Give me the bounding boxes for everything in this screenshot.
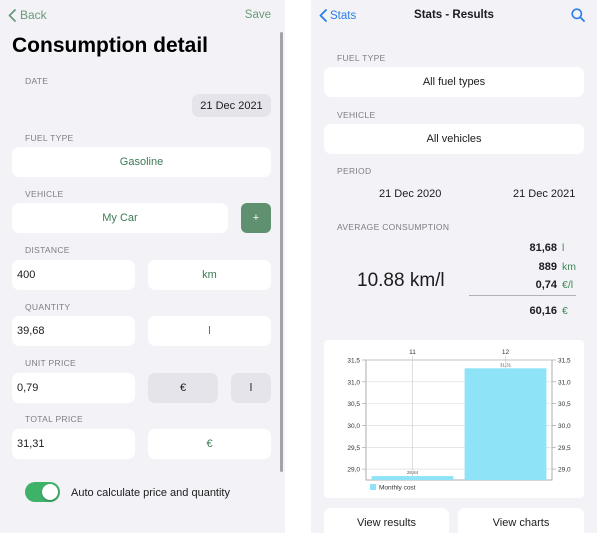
search-icon: [571, 8, 585, 22]
nav-bar: Stats - Results Stats: [311, 0, 597, 32]
y-tick-label-right: 29,0: [558, 467, 571, 474]
fuel-type-filter[interactable]: All fuel types: [324, 67, 584, 97]
unit-price-label: UNIT PRICE: [25, 358, 77, 368]
unit-price-input[interactable]: 0,79: [12, 373, 135, 403]
vehicle-label: VEHICLE: [25, 189, 64, 199]
view-results-button[interactable]: View results: [324, 508, 449, 533]
bar-value-label: 28,84: [407, 470, 419, 475]
back-button[interactable]: Back: [8, 8, 47, 22]
chart-panel: 29,0 29,0 29,5 29,5 30,0 30,0 30,5 30,5 31,0 31,0…: [324, 340, 584, 498]
vehicle-filter[interactable]: All vehicles: [324, 124, 584, 154]
summary-divider: [469, 295, 576, 296]
legend-swatch: [370, 484, 376, 490]
auto-calculate-label: Auto calculate price and quantity: [71, 487, 230, 499]
total-distance-unit: km: [562, 261, 576, 273]
quantity-label: QUANTITY: [25, 302, 71, 312]
x-tick-label: 12: [502, 349, 510, 356]
save-button[interactable]: Save: [244, 9, 271, 21]
stats-back-button[interactable]: Stats: [319, 9, 356, 22]
y-tick-label-right: 30,0: [558, 423, 571, 430]
total-distance-value: 889: [538, 261, 557, 273]
stats-results-screen: Stats - Results Stats FUEL TYPE All fuel…: [311, 0, 597, 533]
quantity-unit-selector[interactable]: l: [148, 316, 271, 346]
distance-label: DISTANCE: [25, 245, 70, 255]
quantity-input[interactable]: 39,68: [12, 316, 135, 346]
bar-11: [371, 476, 454, 480]
fuel-type-field[interactable]: Gasoline: [12, 147, 271, 177]
page-title: Consumption detail: [12, 34, 208, 57]
average-price-value: 0,74: [535, 279, 557, 291]
y-tick-label-right: 29,5: [558, 445, 571, 452]
legend-label: Monthly cost: [379, 485, 416, 492]
bar-value-label: 31,31: [500, 362, 512, 367]
y-tick-label-right: 31,0: [558, 379, 571, 386]
average-price-unit: €/l: [562, 279, 574, 291]
scrollbar[interactable]: [280, 32, 283, 472]
chevron-left-icon: [8, 8, 16, 22]
total-price-currency[interactable]: €: [148, 429, 271, 459]
auto-calculate-toggle[interactable]: [25, 482, 60, 502]
date-picker[interactable]: 21 Dec 2021: [192, 94, 271, 117]
distance-input[interactable]: 400: [12, 260, 135, 290]
y-tick-label-left: 30,0: [347, 423, 360, 430]
total-quantity-value: 81,68: [529, 242, 557, 254]
y-tick-label-left: 31,0: [347, 379, 360, 386]
chevron-left-icon: [319, 9, 327, 22]
y-tick-label-left: 29,5: [347, 445, 360, 452]
view-charts-button[interactable]: View charts: [458, 508, 584, 533]
price-unit-selector[interactable]: l: [231, 373, 271, 403]
average-consumption-value: 10.88 km/l: [357, 270, 445, 291]
add-vehicle-button[interactable]: +: [241, 203, 271, 233]
currency-selector[interactable]: €: [148, 373, 218, 403]
stats-back-label: Stats: [330, 9, 357, 22]
x-tick-label: 11: [409, 349, 416, 356]
screen-title: Stats - Results: [414, 9, 494, 21]
total-price-input[interactable]: 31,31: [12, 429, 135, 459]
date-label: DATE: [25, 76, 49, 86]
total-quantity-unit: l: [562, 242, 565, 254]
y-tick-label-left: 30,5: [347, 401, 360, 408]
total-cost-unit: €: [562, 305, 568, 317]
fuel-type-label: FUEL TYPE: [25, 133, 74, 143]
distance-unit-selector[interactable]: km: [148, 260, 271, 290]
vehicle-label: VEHICLE: [337, 110, 376, 120]
search-button[interactable]: [571, 8, 585, 27]
average-consumption-label: AVERAGE CONSUMPTION: [337, 222, 450, 232]
vehicle-field[interactable]: My Car: [12, 203, 228, 233]
fuel-type-label: FUEL TYPE: [337, 53, 386, 63]
period-label: PERIOD: [337, 166, 372, 176]
y-tick-label-right: 30,5: [558, 401, 571, 408]
period-start[interactable]: 21 Dec 2020: [379, 188, 442, 200]
back-label: Back: [20, 8, 47, 22]
bar-12: [464, 368, 547, 480]
period-end[interactable]: 21 Dec 2021: [513, 188, 576, 200]
monthly-cost-chart[interactable]: 29,0 29,0 29,5 29,5 30,0 30,0 30,5 30,5 31,0 31,0…: [324, 340, 584, 498]
total-cost-value: 60,16: [529, 305, 557, 317]
toggle-knob: [42, 484, 58, 500]
y-tick-label-left: 29,0: [347, 467, 360, 474]
y-tick-label-left: 31,5: [347, 358, 360, 365]
total-price-label: TOTAL PRICE: [25, 414, 83, 424]
consumption-detail-screen: Back Save Consumption detail DATE 21 Dec…: [0, 0, 285, 533]
y-tick-label-right: 31,5: [558, 358, 571, 365]
